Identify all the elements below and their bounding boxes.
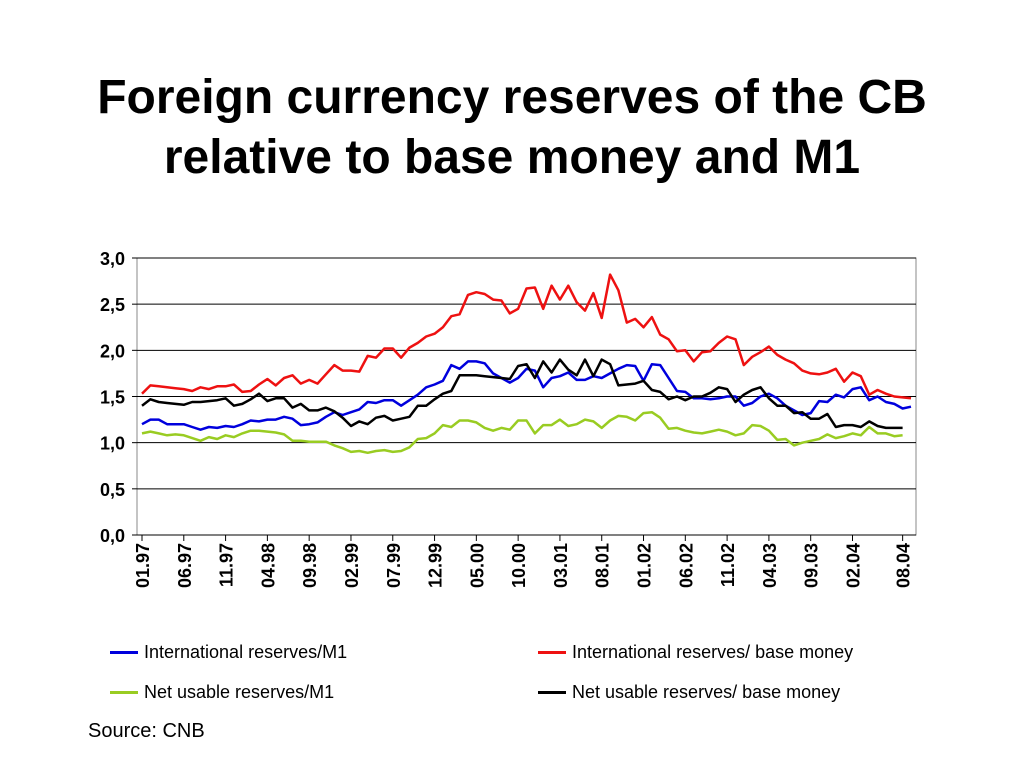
legend-swatch-green — [110, 690, 138, 694]
source-note: Source: CNB — [88, 720, 205, 742]
x-tick-label: 09.03 — [802, 543, 822, 588]
x-tick-label: 01.97 — [133, 543, 153, 588]
x-tick-label: 09.98 — [300, 543, 320, 588]
y-tick-label: 0,5 — [100, 480, 125, 500]
x-tick-label: 04.03 — [760, 543, 780, 588]
x-tick-label: 10.00 — [509, 543, 529, 588]
x-tick-label: 01.02 — [635, 543, 655, 588]
y-tick-label: 1,0 — [100, 434, 125, 454]
x-tick-label: 05.00 — [467, 543, 487, 588]
legend-swatch-black — [538, 690, 566, 694]
x-tick-label: 12.99 — [426, 543, 446, 588]
y-tick-label: 3,0 — [100, 249, 125, 269]
legend-label: Net usable reserves/M1 — [144, 681, 335, 702]
x-tick-label: 06.02 — [676, 543, 696, 588]
y-tick-label: 0,0 — [100, 526, 125, 546]
series-line-net-usable-reserves-m1 — [141, 410, 903, 455]
legend-item-international-reserves-base-money: International reserves/ base money — [538, 640, 853, 664]
series-line-international-reserves-m1 — [141, 360, 912, 431]
x-tick-label: 02.99 — [342, 543, 362, 588]
x-tick-label: 08.04 — [894, 543, 914, 588]
x-tick-label: 03.01 — [551, 543, 571, 588]
y-tick-label: 1,5 — [100, 388, 125, 408]
y-tick-label: 2,0 — [100, 341, 125, 361]
legend-label: International reserves/M1 — [144, 641, 348, 662]
legend-item-net-usable-reserves-base-money: Net usable reserves/ base money — [538, 680, 840, 704]
slide-title: Foreign currency reserves of the CB rela… — [0, 68, 1024, 188]
x-tick-label: 04.98 — [258, 543, 278, 588]
legend-item-international-reserves-m1: International reserves/M1 — [110, 640, 347, 664]
legend-label: International reserves/ base money — [572, 641, 854, 662]
slide-title-line-1: Foreign currency reserves of the CB — [97, 71, 927, 124]
x-tick-label: 02.04 — [843, 543, 863, 588]
x-tick-label: 11.02 — [718, 543, 738, 587]
x-tick-label: 08.01 — [593, 543, 613, 588]
y-tick-label: 2,5 — [100, 295, 125, 315]
legend-item-net-usable-reserves-m1: Net usable reserves/M1 — [110, 680, 334, 704]
legend-label: Net usable reserves/ base money — [572, 681, 841, 702]
series-line-international-reserves-base-money — [141, 273, 912, 400]
slide-title-line-2: relative to base money and M1 — [163, 131, 861, 184]
x-tick-label: 06.97 — [175, 543, 195, 588]
x-tick-label: 07.99 — [384, 543, 404, 588]
x-tick-label: 11.97 — [217, 543, 237, 587]
series-line-net-usable-reserves-base-money — [141, 358, 903, 430]
legend-swatch-blue — [110, 650, 138, 654]
legend-swatch-red — [538, 650, 566, 654]
